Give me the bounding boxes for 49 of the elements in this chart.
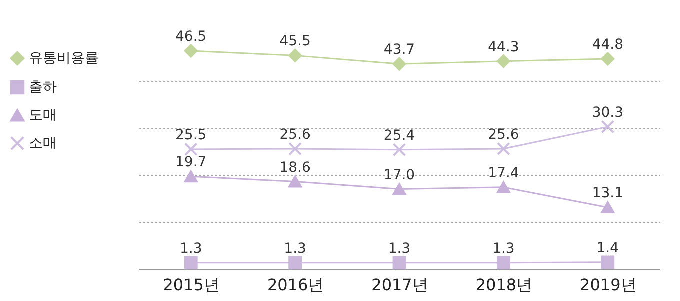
data-label: 44.8 xyxy=(592,36,624,53)
point xyxy=(497,181,510,194)
point xyxy=(601,52,615,66)
data-label: 18.6 xyxy=(280,160,311,176)
data-label: 1.3 xyxy=(492,240,515,257)
point xyxy=(392,183,406,196)
data-label: 46.5 xyxy=(176,29,207,45)
point xyxy=(288,142,302,156)
point xyxy=(184,44,198,58)
data-label: 17.0 xyxy=(384,167,416,184)
x-tick-label: 2019년 xyxy=(580,276,637,294)
point xyxy=(392,57,406,71)
point xyxy=(288,48,302,62)
data-label: 1.3 xyxy=(284,240,306,257)
point xyxy=(497,256,510,270)
point xyxy=(601,120,615,134)
legend-label: 출하 xyxy=(29,80,57,96)
data-label: 30.3 xyxy=(592,104,624,121)
data-label: 1.4 xyxy=(596,240,620,256)
data-label: 25.6 xyxy=(280,126,311,143)
point xyxy=(184,142,198,156)
point xyxy=(497,54,510,68)
data-label: 43.7 xyxy=(384,42,416,58)
data-label: 25.4 xyxy=(384,128,416,144)
x-tick-label: 2018년 xyxy=(476,276,533,294)
legend-label: 소매 xyxy=(29,136,57,152)
x-tick-label: 2016년 xyxy=(267,276,324,294)
data-label: 45.5 xyxy=(280,34,311,50)
point xyxy=(497,142,510,156)
point xyxy=(601,202,615,214)
data-label: 13.1 xyxy=(592,186,624,202)
point xyxy=(392,143,406,157)
x-tick-label: 2015년 xyxy=(163,276,220,294)
point xyxy=(184,170,198,183)
data-label: 1.3 xyxy=(180,240,202,257)
data-label: 44.3 xyxy=(488,39,520,56)
data-label: 19.7 xyxy=(176,154,207,171)
point xyxy=(184,256,198,270)
point xyxy=(392,256,406,270)
x-tick-label: 2017년 xyxy=(372,276,428,294)
point xyxy=(288,176,302,188)
data-label: 17.4 xyxy=(488,165,520,182)
point xyxy=(288,256,302,270)
data-label: 25.6 xyxy=(488,126,520,143)
legend-label: 도매 xyxy=(29,108,57,124)
data-label: 25.5 xyxy=(176,127,207,144)
legend-label: 유통비용률 xyxy=(29,50,99,66)
point xyxy=(601,256,615,270)
data-label: 1.3 xyxy=(388,240,411,257)
